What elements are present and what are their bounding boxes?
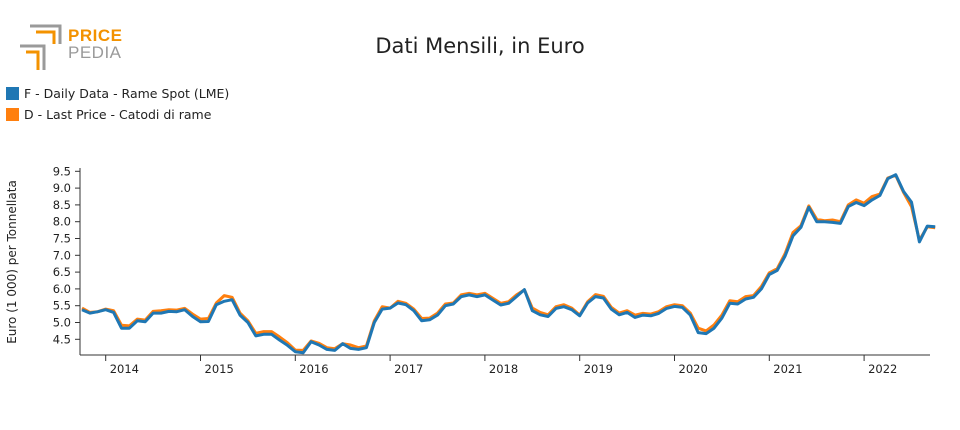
y-tick-label: 9.0: [53, 181, 71, 195]
y-tick-label: 4.5: [53, 332, 71, 346]
x-tick-label: 2022: [868, 362, 897, 376]
x-tick-label: 2014: [110, 362, 139, 376]
x-tick-label: 2021: [773, 362, 802, 376]
series-line-catodi: [81, 173, 936, 352]
chart-series: [81, 173, 936, 355]
y-tick-label: 7.5: [53, 232, 71, 246]
series-line-lme: [81, 173, 936, 355]
legend-item-lme[interactable]: F - Daily Data - Rame Spot (LME): [6, 86, 229, 101]
y-tick-label: 5.5: [53, 299, 71, 313]
x-tick-label: 2017: [394, 362, 423, 376]
y-tick-label: 7.0: [53, 248, 71, 262]
y-tick-label: 8.0: [53, 215, 71, 229]
x-tick-label: 2019: [584, 362, 613, 376]
chart-axes: 9.5 9.0 8.5 8.0 7.5 7.0 6.5 6.0 5.5 5.0 4.5 2014 201…: [53, 164, 930, 376]
logo-text-price: PRICE: [68, 26, 123, 45]
legend-label-catodi: D - Last Price - Catodi di rame: [24, 107, 212, 122]
pricepedia-logo-icon: [20, 24, 62, 70]
y-tick-label: 9.5: [53, 164, 71, 178]
logo-text-pedia: PEDIA: [68, 43, 122, 62]
x-tick-label: 2018: [489, 362, 518, 376]
x-tick-label: 2020: [679, 362, 708, 376]
y-tick-label: 5.0: [53, 316, 71, 330]
y-axis-label: Euro (1 000) per Tonnellata: [5, 180, 19, 344]
x-tick-label: 2015: [205, 362, 234, 376]
y-tick-label: 6.0: [53, 282, 71, 296]
y-tick-label: 8.5: [53, 198, 71, 212]
legend-swatch-lme: [6, 87, 19, 100]
legend-item-catodi[interactable]: D - Last Price - Catodi di rame: [6, 107, 211, 122]
y-tick-label: 6.5: [53, 265, 71, 279]
x-tick-label: 2016: [299, 362, 328, 376]
legend-label-lme: F - Daily Data - Rame Spot (LME): [24, 86, 230, 101]
legend-swatch-catodi: [6, 108, 19, 121]
chart-title: Dati Mensili, in Euro: [375, 34, 585, 58]
